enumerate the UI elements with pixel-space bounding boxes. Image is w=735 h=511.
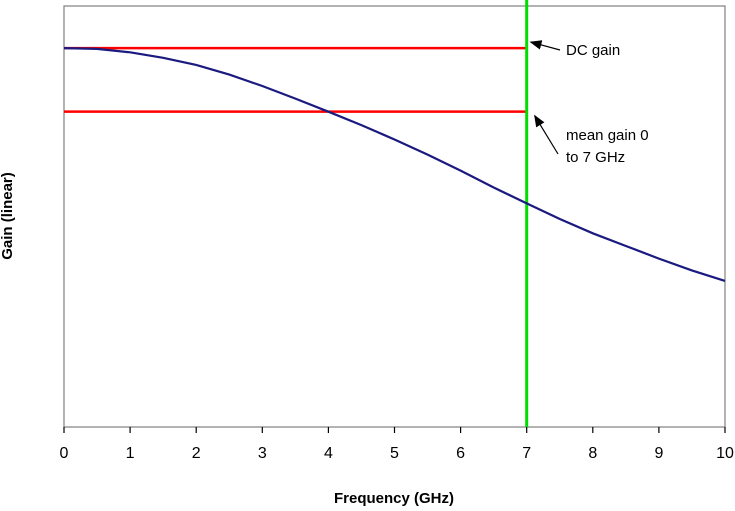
x-tick-label: 10	[716, 445, 734, 462]
series-layer	[63, 47, 726, 282]
x-tick-label: 9	[654, 445, 663, 462]
x-tick-label: 0	[60, 445, 69, 462]
annotation-mean-gain: mean gain 0 to 7 GHz	[566, 127, 649, 166]
annotation-arrow	[534, 114, 559, 155]
annotation-dc-gain: DC gain	[566, 42, 620, 59]
reference-lines	[64, 0, 529, 427]
annotation-arrow	[529, 40, 561, 51]
x-axis: 0 1 2 3 4 5 6 7 8 9 10	[60, 427, 734, 462]
series-line-1	[63, 47, 726, 282]
x-tick-label: 8	[588, 445, 597, 462]
x-tick-label: 7	[522, 445, 531, 462]
x-tick-label: 3	[258, 445, 267, 462]
x-tick-label: 2	[192, 445, 201, 462]
x-axis-title: Frequency (GHz)	[334, 490, 454, 507]
annotation-line: mean gain 0	[566, 127, 649, 144]
x-tick-label: 5	[390, 445, 399, 462]
plot-area	[63, 5, 726, 428]
annotation-line: DC gain	[566, 42, 620, 59]
x-tick-label: 4	[324, 445, 333, 462]
x-tick-label: 1	[126, 445, 135, 462]
annotations: DC gain mean gain 0 to 7 GHz	[529, 40, 649, 166]
x-tick-label: 6	[456, 445, 465, 462]
annotation-line: to 7 GHz	[566, 149, 625, 166]
y-axis-title: Gain (linear)	[0, 172, 16, 260]
